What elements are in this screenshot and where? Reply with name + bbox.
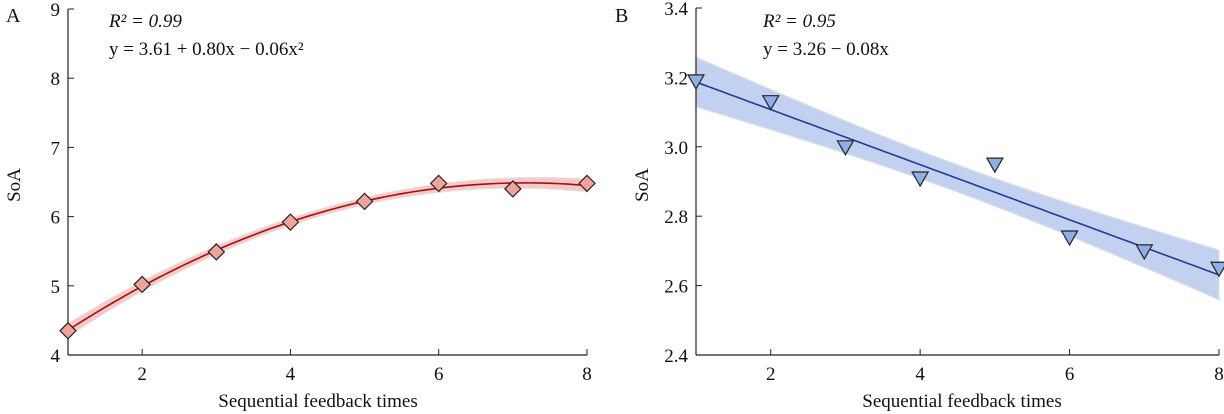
y-tick-label: 8 (51, 69, 61, 90)
y-tick-label: 5 (51, 277, 61, 298)
data-point (836, 140, 855, 157)
confidence-band (67, 176, 588, 338)
r2-annotation: R² = 0.95 (762, 11, 836, 32)
y-axis-label: SoA (632, 168, 653, 202)
fit-line (695, 81, 1220, 276)
data-point (578, 174, 596, 193)
panel-b: B R² = 0.95 y = 3.26 − 0.08x Sequential … (615, 0, 1224, 412)
y-axis-label: SoA (4, 168, 25, 202)
data-point (355, 192, 374, 211)
data-point (761, 95, 780, 111)
data-point (686, 74, 706, 91)
data-point (429, 174, 448, 193)
equation-annotation: y = 3.61 + 0.80x − 0.06x² (109, 39, 304, 60)
x-tick-label: 6 (1065, 364, 1075, 385)
y-tick-label: 3.4 (664, 0, 688, 20)
x-tick-label: 2 (766, 364, 776, 385)
data-point (504, 180, 522, 198)
panel-label: A (6, 5, 21, 27)
data-point (133, 275, 151, 294)
x-tick-label: 2 (137, 364, 147, 385)
data-point (1060, 230, 1079, 247)
fit-line (67, 182, 588, 331)
x-tick-label: 4 (286, 364, 296, 385)
y-tick-label: 6 (51, 208, 61, 229)
x-tick-label: 8 (582, 364, 592, 385)
panel-label: B (615, 5, 628, 27)
data-point (1209, 261, 1224, 278)
data-point (59, 321, 77, 340)
y-tick-label: 3.2 (664, 68, 688, 89)
panel-a: A R² = 0.99 y = 3.61 + 0.80x − 0.06x² Se… (4, 0, 596, 412)
data-point (1135, 244, 1154, 261)
y-tick-label: 2.6 (664, 277, 688, 298)
r2-annotation: R² = 0.99 (108, 11, 182, 32)
y-tick-label: 7 (51, 138, 61, 159)
data-point (985, 157, 1004, 174)
data-point (281, 213, 300, 231)
y-tick-label: 9 (51, 0, 61, 21)
y-tick-label: 2.8 (664, 207, 688, 228)
data-point (911, 171, 930, 188)
data-point (207, 243, 226, 261)
x-tick-label: 4 (915, 364, 925, 385)
y-tick-label: 2.4 (664, 346, 688, 367)
y-tick-label: 3.0 (664, 138, 688, 159)
y-tick-label: 4 (51, 346, 61, 367)
x-tick-label: 6 (434, 364, 444, 385)
x-axis-label: Sequential feedback times (218, 391, 417, 412)
x-tick-label: 8 (1214, 364, 1224, 385)
x-axis-label: Sequential feedback times (862, 391, 1061, 412)
equation-annotation: y = 3.26 − 0.08x (763, 39, 889, 60)
